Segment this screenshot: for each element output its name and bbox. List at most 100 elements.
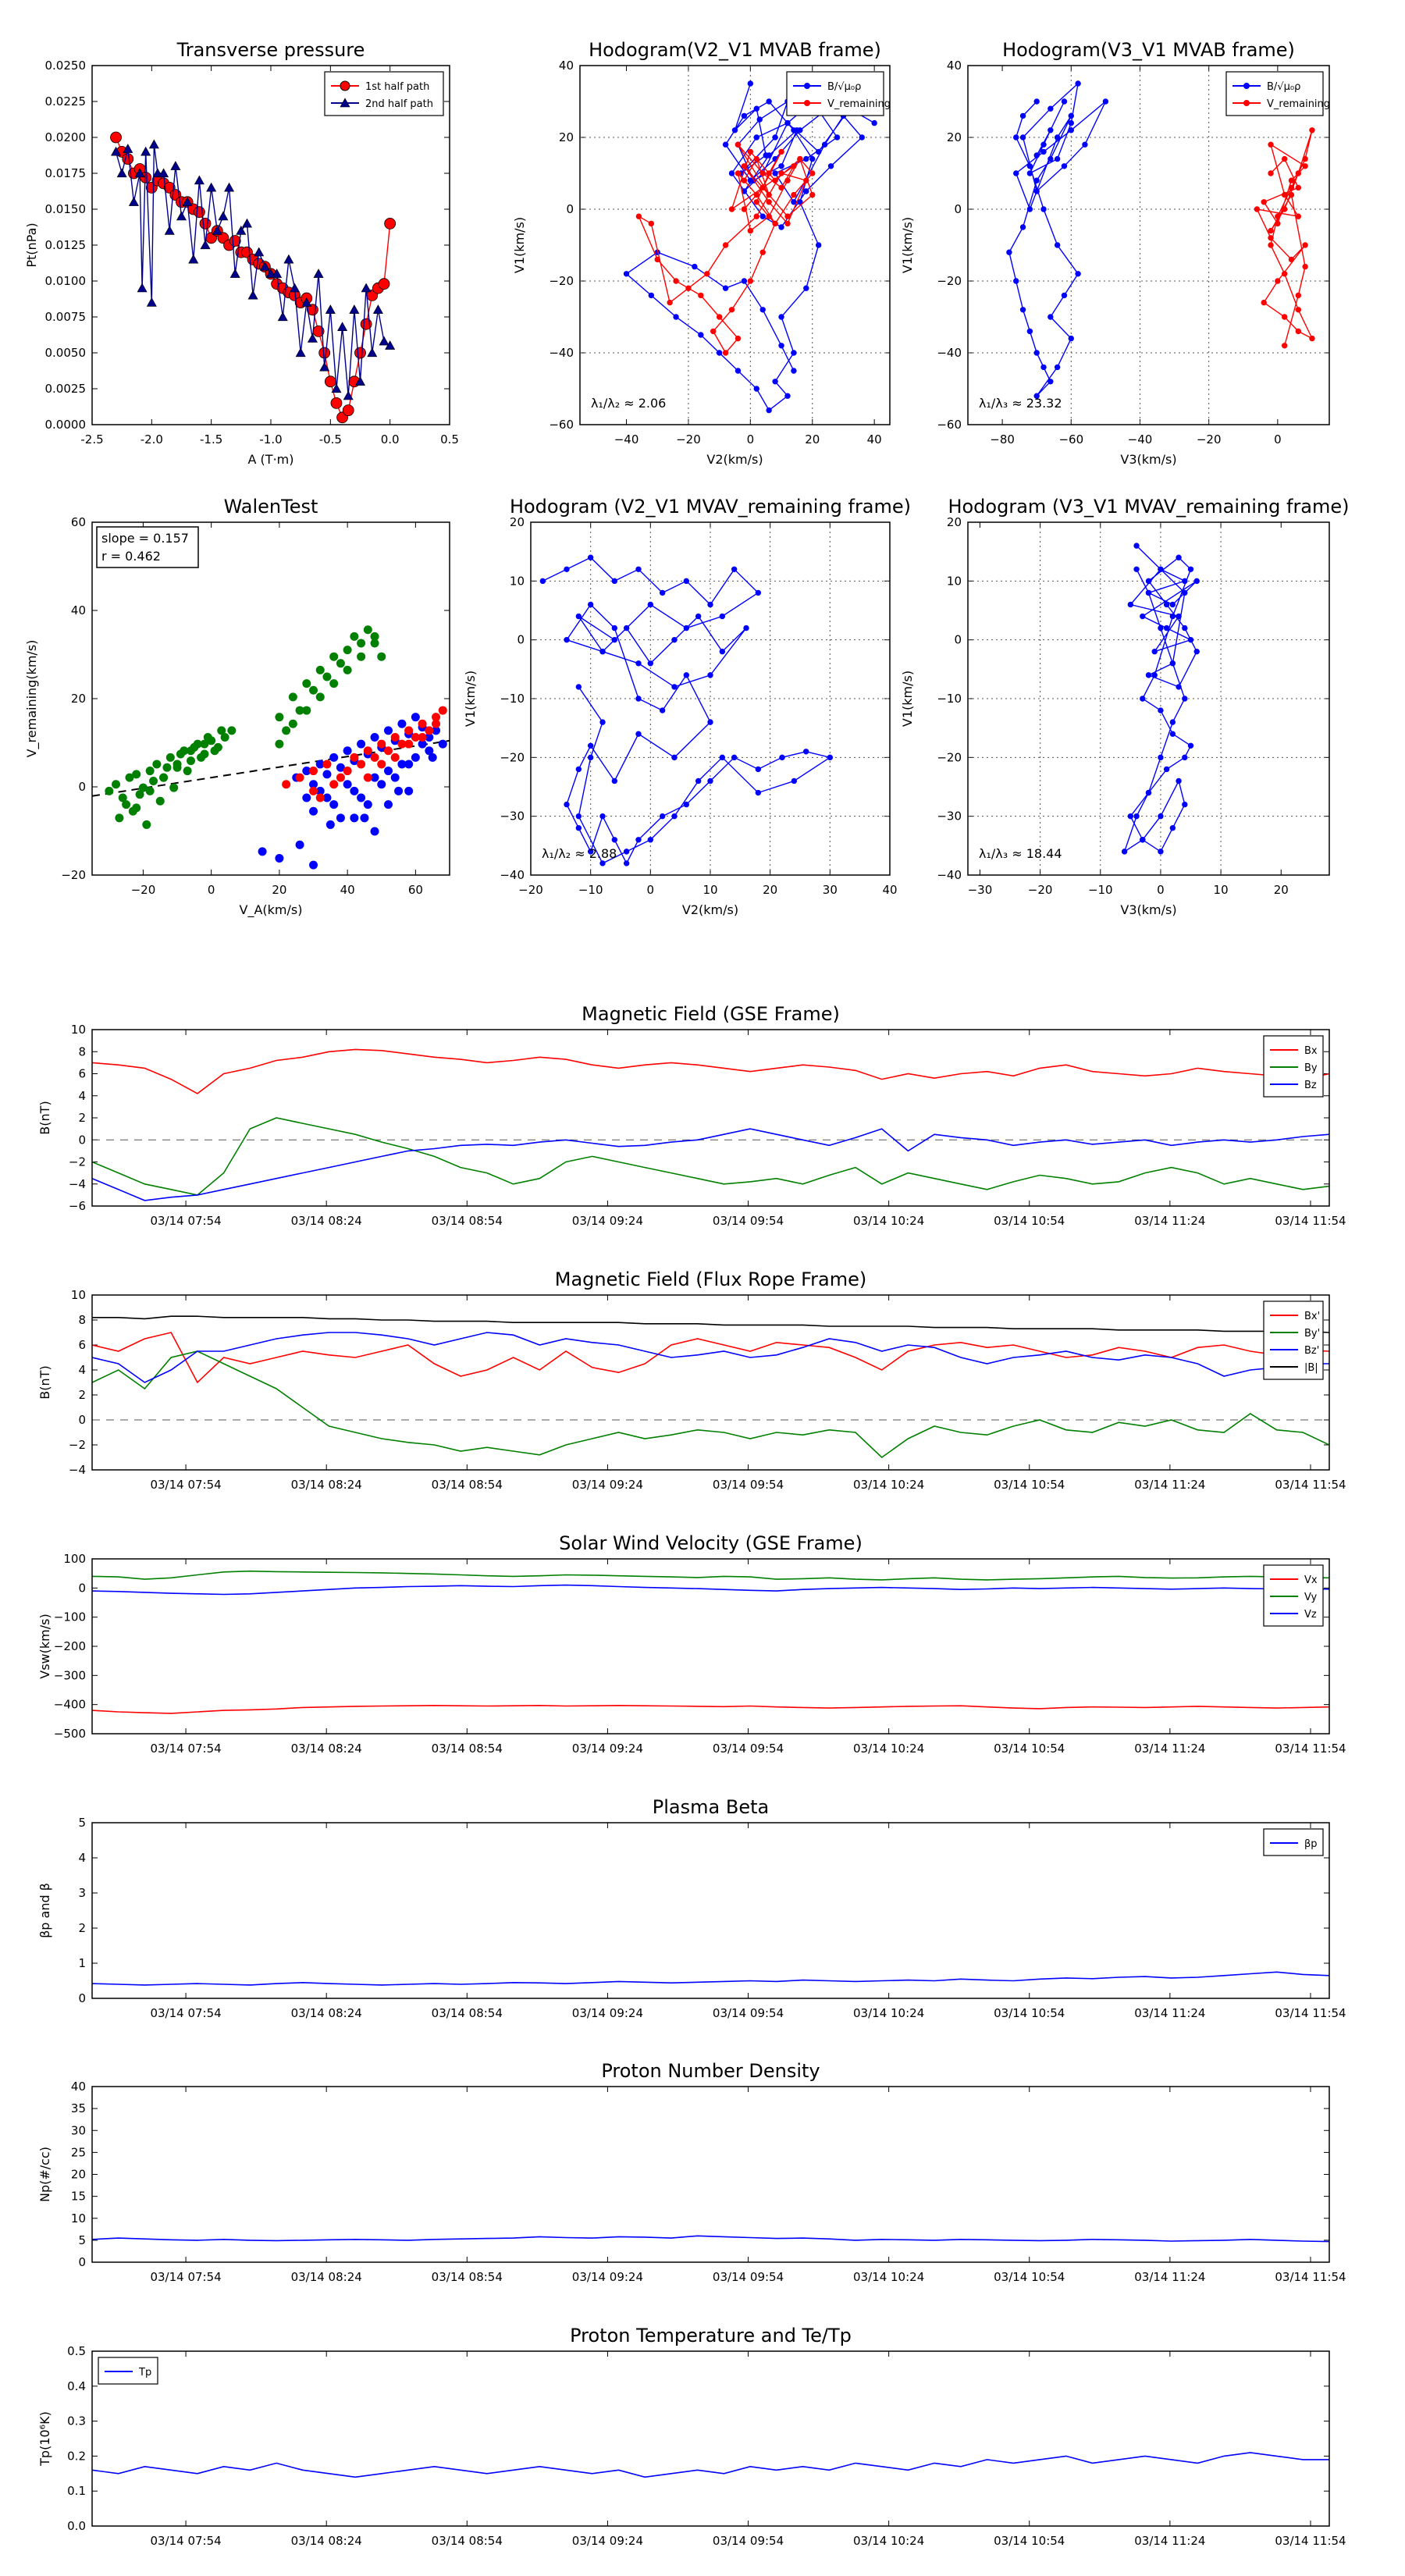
data-point <box>336 813 345 823</box>
data-point <box>772 220 778 227</box>
y-tick-label: −20 <box>61 868 86 882</box>
data-point <box>735 335 742 342</box>
data-point <box>784 393 791 399</box>
data-point <box>357 793 366 802</box>
data-point <box>169 783 179 792</box>
y-tick-label: −500 <box>54 1727 86 1741</box>
data-point <box>667 299 673 306</box>
data-point <box>1026 163 1033 169</box>
chart-bgse: Magnetic Field (GSE Frame) −6 −4 −2 0 2 4 6 8 10 0… <box>37 1003 1346 1228</box>
data-point <box>611 837 618 843</box>
data-point <box>318 347 331 359</box>
chart-h1: Hodogram(V2_V1 MVAB frame) −60 −40 −20 0 20 40… <box>512 39 891 467</box>
data-point <box>176 211 187 221</box>
data-point <box>821 141 828 148</box>
data-point <box>322 760 332 769</box>
data-point <box>753 134 759 141</box>
data-point <box>1268 227 1274 234</box>
x-tick-label: 03/14 08:24 <box>291 1478 362 1492</box>
y-tick-label: −60 <box>937 418 962 432</box>
legend-marker <box>340 80 350 91</box>
data-point <box>1140 837 1146 843</box>
chart-h3: Hodogram (V2_V1 MVAV_remaining frame) −40… <box>463 496 911 917</box>
data-point <box>322 672 332 681</box>
data-point <box>438 706 447 715</box>
plot-area <box>623 80 877 414</box>
data-point <box>747 177 754 183</box>
data-point <box>1061 292 1068 299</box>
x-tick-label: 03/14 08:24 <box>291 1742 362 1756</box>
y-tick-label: 0.3 <box>67 2414 86 2428</box>
y-tick-label: 5 <box>78 1816 86 1830</box>
data-point <box>1261 199 1267 205</box>
data-point <box>735 170 742 176</box>
y-tick-label: 0 <box>78 1133 86 1147</box>
data-point <box>140 146 151 156</box>
series-B/√μ₀ρ <box>623 80 877 414</box>
data-point <box>728 307 735 313</box>
x-tick-label: 03/14 10:24 <box>853 1478 924 1492</box>
data-point <box>342 404 354 416</box>
x-tick-label: 03/14 11:54 <box>1275 2006 1346 2020</box>
data-point <box>1295 292 1302 299</box>
data-point <box>827 163 834 169</box>
x-tick-label: 40 <box>882 883 897 897</box>
chart-vsw: Solar Wind Velocity (GSE Frame) −500 −400 −… <box>37 1532 1346 1756</box>
data-point <box>1295 170 1302 176</box>
y-tick-label: 1 <box>78 1956 86 1970</box>
data-point <box>1169 825 1176 831</box>
legend-label: B/√μ₀ρ <box>1267 81 1300 93</box>
data-point <box>343 746 352 756</box>
data-point <box>1145 589 1152 596</box>
data-point <box>673 314 679 320</box>
legend-box <box>1225 71 1324 116</box>
data-point <box>404 760 414 769</box>
data-point <box>707 672 713 678</box>
data-point <box>772 134 778 141</box>
data-point <box>753 213 759 219</box>
x-tick-label: −80 <box>990 432 1015 447</box>
data-point <box>728 170 735 176</box>
data-point <box>1033 188 1040 194</box>
data-point <box>611 578 618 585</box>
x-tick-label: 03/14 09:24 <box>572 2270 643 2284</box>
data-point <box>772 170 778 176</box>
data-point <box>383 767 393 776</box>
y-tick-label: 5 <box>78 2233 86 2247</box>
chart-bfr: Magnetic Field (Flux Rope Frame) −4 −2 0 2 4 6… <box>37 1268 1346 1492</box>
data-point <box>1061 163 1068 169</box>
annotation: λ₁/λ₂ ≈ 2.06 <box>591 396 666 411</box>
data-point <box>309 860 318 870</box>
data-point <box>145 786 155 795</box>
data-point <box>1187 636 1194 643</box>
data-point <box>217 726 226 735</box>
data-point <box>1033 152 1040 158</box>
data-point <box>367 347 378 358</box>
data-point <box>1268 141 1274 148</box>
data-point <box>377 739 386 749</box>
y-tick-label: −6 <box>69 1199 86 1213</box>
data-point <box>683 801 690 808</box>
series-line <box>92 1332 1329 1384</box>
data-point <box>357 639 366 648</box>
data-point <box>778 170 784 176</box>
x-tick-label: 0 <box>208 883 215 897</box>
series-blue <box>539 554 834 866</box>
data-point <box>791 777 798 785</box>
series-Bx <box>92 1048 1329 1094</box>
y-tick-label: 20 <box>510 515 525 529</box>
y-tick-label: 0.0 <box>67 2519 86 2533</box>
y-tick-label: 40 <box>71 2080 86 2094</box>
y-tick-label: 0.0025 <box>45 382 87 396</box>
data-point <box>1048 379 1054 385</box>
plot-frame <box>91 1029 1330 1207</box>
chart-title: Magnetic Field (GSE Frame) <box>582 1003 840 1025</box>
data-point <box>1140 696 1146 702</box>
legend-box <box>786 71 884 116</box>
data-point <box>1013 170 1019 176</box>
data-point <box>258 847 267 856</box>
data-point <box>778 224 784 230</box>
data-point <box>1281 206 1288 212</box>
series-V_remaining <box>635 141 816 356</box>
data-point <box>1013 134 1019 141</box>
